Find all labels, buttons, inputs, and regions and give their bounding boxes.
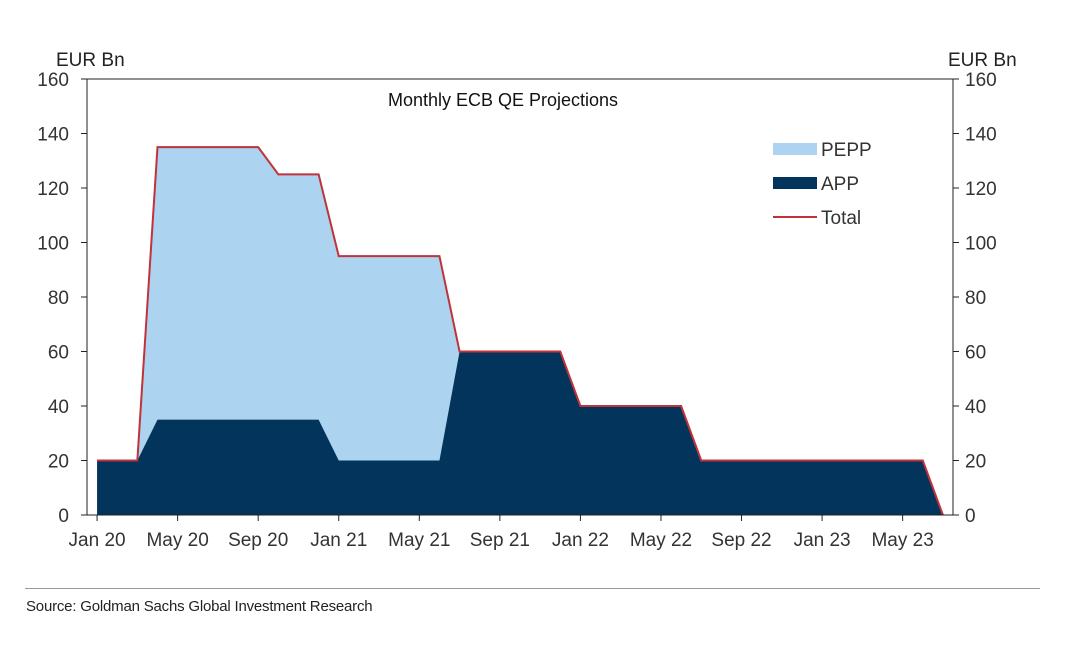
x-tick-label: Jan 21: [310, 530, 367, 551]
x-tick-label: May 23: [871, 530, 933, 551]
left-y-tick-label: 80: [48, 288, 69, 309]
left-axis-unit: EUR Bn: [56, 50, 125, 71]
total-line: [97, 146, 944, 516]
footer-divider: [25, 588, 1040, 589]
left-y-tick-label: 120: [37, 179, 69, 200]
x-tick-label: Sep 21: [470, 530, 530, 551]
x-tick-label: Sep 20: [228, 530, 288, 551]
x-tick-label: Jan 20: [69, 530, 126, 551]
x-axis: Jan 20 May 20 Sep 20 Jan 21 May 21 Sep 21 Jan …: [69, 515, 934, 551]
left-y-tick-label: 40: [48, 397, 69, 418]
legend: PEPP APP Total: [773, 140, 872, 229]
right-y-tick-label: 100: [965, 234, 997, 255]
x-tick-label: Sep 22: [711, 530, 771, 551]
right-y-tick-label: 140: [965, 125, 997, 146]
left-y-tick-label: 20: [48, 452, 69, 473]
total-line-group: [97, 146, 944, 516]
right-y-tick-label: 40: [965, 397, 986, 418]
plot-areas: [97, 147, 943, 515]
pepp-area: [97, 147, 943, 515]
legend-swatch-app: [773, 177, 817, 189]
left-y-tick-label: 160: [37, 70, 69, 91]
legend-label-total: Total: [821, 208, 861, 229]
right-y-tick-label: 80: [965, 288, 986, 309]
source-note: Source: Goldman Sachs Global Investment …: [26, 598, 373, 615]
legend-label-app: APP: [821, 174, 859, 195]
left-y-tick-label: 100: [37, 234, 69, 255]
right-y-tick-label: 20: [965, 452, 986, 473]
left-y-tick-label: 0: [58, 506, 69, 527]
right-y-tick-label: 60: [965, 343, 986, 364]
x-tick-label: May 22: [630, 530, 692, 551]
app-area: [97, 351, 943, 515]
legend-label-pepp: PEPP: [821, 140, 872, 161]
x-tick-label: May 20: [146, 530, 208, 551]
right-y-tick-label: 120: [965, 179, 997, 200]
x-tick-label: Jan 22: [552, 530, 609, 551]
x-tick-label: Jan 23: [794, 530, 851, 551]
right-y-tick-label: 0: [965, 506, 976, 527]
left-y-tick-label: 140: [37, 125, 69, 146]
legend-swatch-pepp: [773, 143, 817, 155]
chart: 0 20 40 60 80 100 120 140 160 0 20 40 60 80 100 120 140…: [37, 50, 1017, 551]
chart-title: Monthly ECB QE Projections: [388, 90, 618, 110]
left-y-tick-label: 60: [48, 343, 69, 364]
left-y-axis: 0 20 40 60 80 100 120 140 160: [37, 70, 87, 527]
x-tick-label: May 21: [388, 530, 450, 551]
right-y-tick-label: 160: [965, 70, 997, 91]
right-axis-unit: EUR Bn: [948, 50, 1017, 71]
right-y-axis: 0 20 40 60 80 100 120 140 160: [953, 70, 997, 527]
